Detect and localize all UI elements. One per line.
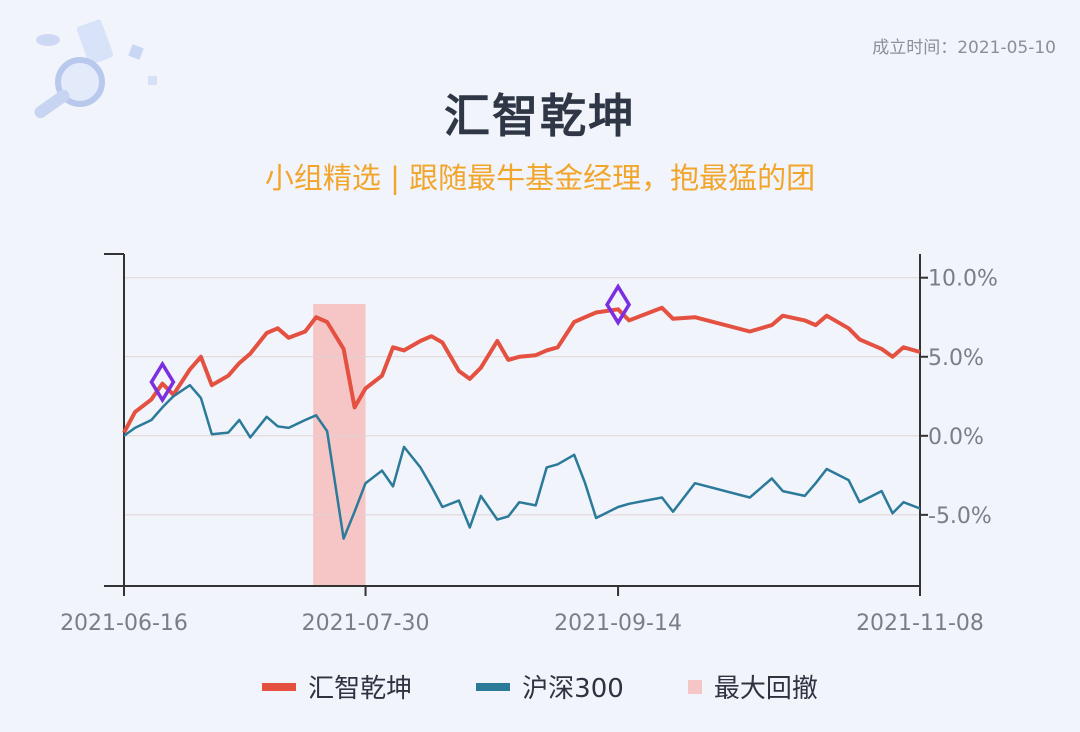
page-title: 汇智乾坤 bbox=[444, 89, 636, 143]
x-tick-label: 2021-07-30 bbox=[302, 611, 430, 636]
legend-swatch-index bbox=[476, 682, 511, 691]
y-tick-label: 0.0% bbox=[928, 425, 984, 450]
x-tick-label: 2021-06-16 bbox=[60, 611, 188, 636]
legend-item-drawdown: 最大回撤 bbox=[687, 668, 818, 705]
page-subtitle: 小组精选 | 跟随最牛基金经理，抱最猛的团 bbox=[264, 161, 816, 195]
y-tick-label: -5.0% bbox=[928, 504, 992, 529]
magnifier-illustration-icon bbox=[18, 10, 168, 134]
legend-label-index: 沪深300 bbox=[522, 674, 624, 704]
founded-date: 成立时间：2021-05-10 bbox=[872, 38, 1056, 58]
y-tick-label: 10.0% bbox=[928, 267, 998, 292]
y-tick-label: 5.0% bbox=[928, 346, 984, 371]
legend-label-drawdown: 最大回撤 bbox=[713, 674, 818, 704]
chart-legend: 汇智乾坤 沪深300 最大回撤 bbox=[0, 668, 1080, 705]
x-tick-label: 2021-11-08 bbox=[856, 611, 984, 636]
x-tick-label: 2021-09-14 bbox=[554, 611, 682, 636]
legend-item-index: 沪深300 bbox=[476, 668, 624, 705]
legend-swatch-drawdown bbox=[687, 679, 702, 694]
series-line-index bbox=[123, 383, 921, 540]
legend-swatch-fund bbox=[262, 682, 297, 691]
signal-marker bbox=[605, 283, 632, 326]
legend-item-fund: 汇智乾坤 bbox=[262, 668, 412, 705]
series-line-fund bbox=[122, 305, 921, 434]
legend-label-fund: 汇智乾坤 bbox=[308, 674, 413, 704]
signal-marker bbox=[149, 360, 176, 404]
drawdown-region bbox=[313, 304, 366, 586]
